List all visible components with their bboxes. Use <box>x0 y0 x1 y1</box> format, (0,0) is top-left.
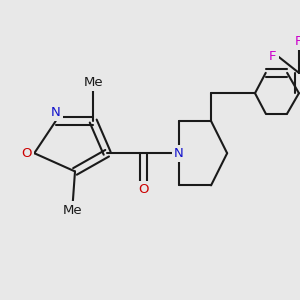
Text: F: F <box>269 50 276 63</box>
Text: N: N <box>174 147 184 160</box>
Text: N: N <box>51 106 61 119</box>
Text: O: O <box>22 147 32 160</box>
Text: Me: Me <box>83 76 103 89</box>
Text: Me: Me <box>63 204 83 217</box>
Text: F: F <box>295 35 300 48</box>
Text: O: O <box>138 183 149 196</box>
